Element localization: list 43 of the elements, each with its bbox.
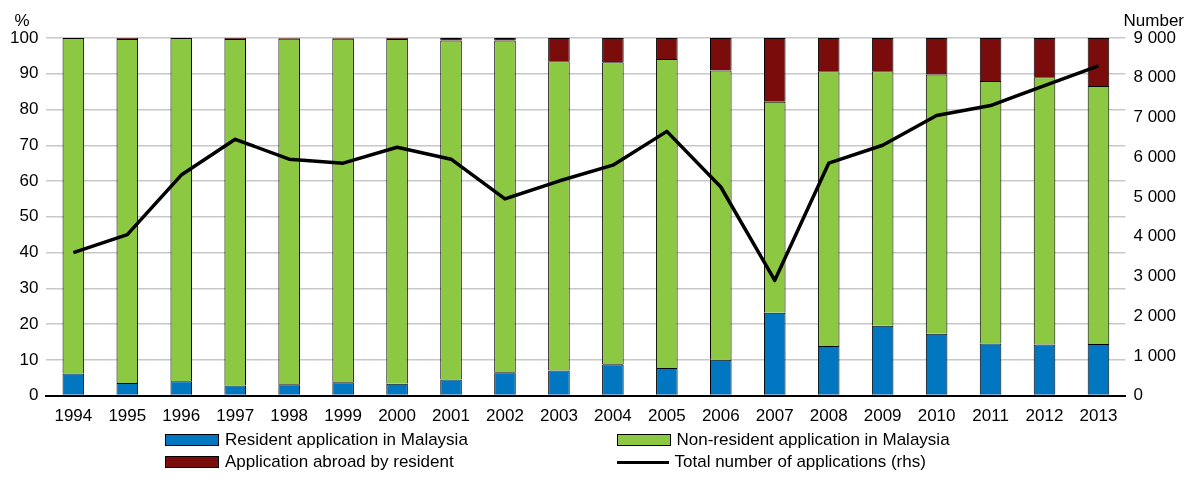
x-tick-label: 1998: [270, 406, 309, 426]
y2-tick-label: 3 000: [1133, 266, 1177, 286]
x-tick-label: 2005: [647, 406, 686, 426]
x-tick-label: 2003: [540, 406, 578, 426]
x-tick-label: 2004: [593, 406, 632, 426]
y2-tick-label: 0: [1133, 385, 1143, 405]
y-tick-label: 20: [19, 313, 39, 333]
x-tick-label: 2013: [1079, 406, 1118, 426]
y-tick-label: 90: [19, 63, 39, 83]
y2-tick-label: 6 000: [1133, 146, 1177, 166]
legend-label: Total number of applications (rhs): [674, 452, 926, 472]
x-tick-label: 2011: [972, 406, 1009, 426]
y2-tick-label: 7 000: [1133, 107, 1177, 127]
x-tick-label: 2008: [809, 406, 848, 426]
x-tick-label: 1999: [324, 406, 363, 426]
x-tick-label: 2002: [486, 406, 524, 426]
legend-label: Resident application in Malaysia: [225, 430, 468, 450]
y-tick-label: 0: [28, 385, 39, 405]
y-tick-label: 50: [19, 206, 39, 226]
y-tick-label: 60: [19, 170, 39, 190]
x-tick-label: 2006: [701, 406, 740, 426]
x-tick-label: 2010: [917, 406, 956, 426]
y2-tick-label: 8 000: [1133, 67, 1177, 87]
y2-tick-label: 1 000: [1133, 345, 1177, 365]
x-tick-label: 2012: [1025, 406, 1064, 426]
x-tick-label: 1994: [54, 406, 93, 426]
legend-label: Non-resident application in Malaysia: [676, 430, 950, 450]
y-tick-label: 40: [19, 242, 39, 262]
x-tick-label: 2000: [378, 406, 416, 426]
x-tick-label: 1996: [162, 406, 201, 426]
y-tick-label: 70: [19, 134, 39, 154]
y-tick-label: 10: [19, 349, 39, 369]
y2-tick-label: 2 000: [1133, 305, 1177, 325]
y2-tick-label: 4 000: [1133, 226, 1177, 246]
x-tick-label: 2009: [863, 406, 902, 426]
y-tick-label: 30: [19, 278, 39, 298]
x-tick-label: 1995: [108, 406, 147, 426]
x-tick-label: 2007: [755, 406, 794, 426]
legend-label: Application abroad by resident: [225, 452, 454, 472]
y-tick-label: 80: [19, 99, 39, 119]
x-tick-label: 1997: [216, 406, 255, 426]
x-tick-label: 2001: [432, 406, 470, 426]
y2-tick-label: 5 000: [1133, 186, 1177, 206]
